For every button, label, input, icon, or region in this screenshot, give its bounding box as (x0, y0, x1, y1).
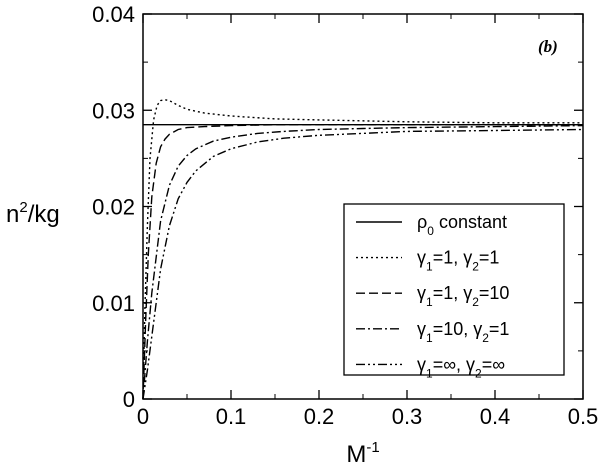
x-tick-label: 0.4 (480, 404, 511, 429)
series-line-2 (142, 98, 583, 400)
y-tick-label: 0.01 (92, 291, 135, 316)
y-tick-label: 0 (123, 387, 135, 412)
legend: ρ0 constant γ1=1, γ2=1 γ1=1, γ2=10 γ1=10, γ… (343, 203, 565, 380)
series-line-5 (142, 128, 584, 400)
y-tick-label: 0.04 (92, 2, 135, 27)
plot-marks (142, 98, 584, 400)
axis-ticks: 0 0.1 0.2 0.3 0.4 0.5 0 0.01 0.02 0.03 0.04 (92, 2, 598, 429)
legend-label-2: γ1=1, γ2=1 (417, 248, 499, 274)
x-tick-label: 0.1 (216, 404, 247, 429)
x-axis-label: M-1 (346, 439, 379, 468)
x-tick-label: 0 (137, 404, 149, 429)
y-tick-label: 0.02 (92, 195, 135, 220)
legend-label-1: ρ0 constant (417, 212, 507, 238)
legend-label-5: γ1=∞, γ2=∞ (417, 354, 505, 380)
x-tick-label: 0.2 (304, 404, 335, 429)
legend-label-3: γ1=1, γ2=10 (417, 283, 509, 309)
x-tick-label: 0.3 (392, 404, 423, 429)
series-line-4 (142, 124, 584, 400)
legend-box (343, 203, 565, 376)
y-axis-label: n2/kg (6, 199, 60, 228)
panel-label: (b) (538, 37, 558, 56)
x-tick-label: 0.5 (568, 404, 599, 429)
series-line-3 (142, 123, 583, 400)
legend-label-4: γ1=10, γ2=1 (417, 319, 509, 345)
y-tick-label: 0.03 (92, 98, 135, 123)
